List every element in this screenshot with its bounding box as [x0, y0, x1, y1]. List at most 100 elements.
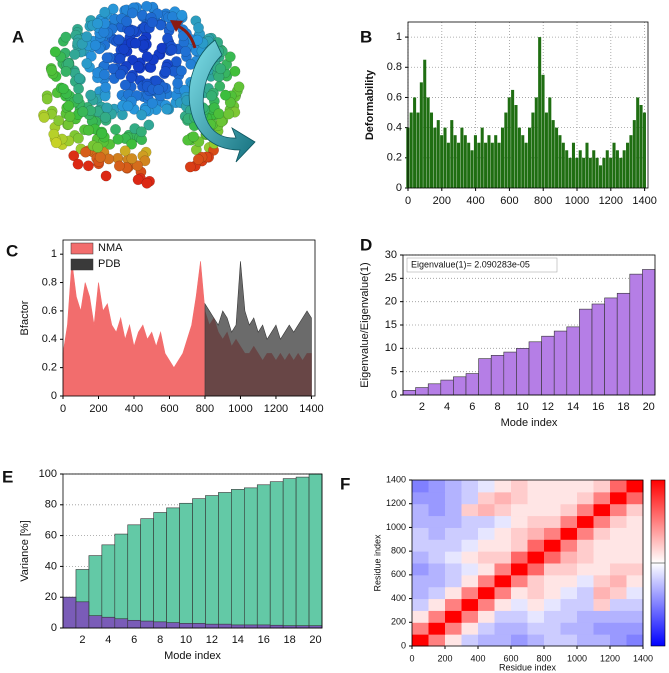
bar [453, 376, 467, 396]
rotation-arrow [188, 39, 256, 163]
x-tick-label: 4 [444, 401, 450, 413]
heatmap-cell [511, 480, 528, 493]
y-tick-label: 600 [391, 569, 406, 579]
bar [605, 150, 609, 188]
bar [140, 518, 154, 629]
bar [571, 142, 575, 188]
bar [629, 135, 633, 188]
atom [124, 25, 136, 37]
atom [125, 72, 137, 83]
heatmap-cell [494, 634, 512, 647]
heatmap-cell [544, 563, 561, 576]
atom [139, 155, 151, 167]
bar [244, 624, 258, 629]
bar [514, 105, 518, 188]
heatmap-cell [544, 586, 561, 600]
x-tick-label: 1200 [600, 653, 620, 663]
bar [615, 150, 619, 188]
atom [172, 77, 184, 89]
bar [541, 74, 545, 188]
bar [282, 478, 297, 629]
bar [256, 484, 271, 629]
heatmap-cell [577, 622, 594, 635]
x-tick-label: 14 [567, 401, 579, 413]
bar [484, 142, 488, 188]
heatmap-cell [560, 586, 578, 600]
bar [443, 127, 447, 188]
y-tick-label: 1 [396, 31, 402, 43]
heatmap-cell [544, 551, 561, 564]
atom [69, 48, 81, 60]
bar [642, 269, 656, 396]
x-tick-label: 16 [258, 634, 270, 646]
heatmap-cell [610, 563, 627, 576]
heatmap-cell [461, 586, 479, 600]
structure-image [38, 0, 256, 189]
heatmap-cell [494, 598, 512, 611]
bar [609, 157, 613, 188]
heatmap-cell [577, 610, 594, 623]
bar [566, 326, 580, 396]
heatmap-cell [626, 551, 644, 564]
heatmap-cell [428, 634, 446, 647]
bar [487, 135, 491, 188]
bar [295, 476, 310, 629]
heatmap-cell [494, 503, 512, 517]
atom [100, 170, 112, 182]
bar [568, 157, 572, 188]
heatmap-cell [461, 491, 479, 505]
heatmap-cell [412, 491, 429, 505]
y-tick-label: 0.6 [42, 305, 57, 317]
x-tick-label: 1200 [599, 195, 623, 207]
heatmap-cell [527, 503, 545, 517]
atom [41, 93, 53, 105]
bar [440, 379, 454, 396]
heatmap-cell [478, 539, 495, 552]
atom [146, 97, 158, 109]
heatmap-cell [461, 622, 479, 635]
y-tick-label: 15 [385, 319, 397, 331]
x-tick-label: 0 [60, 403, 66, 415]
bar [622, 150, 626, 188]
bar [616, 292, 631, 396]
bar [612, 142, 616, 188]
x-tick-label: 2 [79, 634, 85, 646]
bar [477, 142, 481, 188]
bar [416, 112, 420, 188]
heatmap-cell [593, 515, 611, 528]
atom [132, 160, 143, 172]
atom [153, 84, 165, 96]
bar [463, 135, 467, 188]
heatmap-cell [412, 527, 429, 540]
heatmap-cell [577, 539, 594, 552]
atom [80, 146, 91, 158]
heatmap-cell [511, 574, 528, 588]
atom [170, 56, 182, 67]
atom [85, 89, 97, 101]
bar [604, 297, 618, 396]
atom [146, 16, 158, 28]
y-tick-label: 1000 [386, 522, 406, 532]
heatmap-cell [560, 563, 578, 576]
heatmap-cell [445, 634, 462, 647]
bar [433, 127, 437, 188]
atom [224, 51, 236, 63]
atom [92, 18, 103, 29]
atom [141, 51, 153, 63]
bar [636, 97, 640, 188]
heatmap-cell [445, 586, 462, 600]
heatmap-cell [445, 539, 462, 552]
atom [89, 39, 101, 51]
atom [50, 137, 62, 149]
heatmap-cell [494, 551, 512, 564]
heatmap-cell [412, 539, 429, 552]
atom [68, 150, 80, 162]
heatmap-cell [511, 634, 528, 647]
heatmap-cell [511, 563, 528, 576]
bar [440, 135, 444, 188]
y-tick-label: 40 [45, 560, 57, 572]
atom [229, 65, 241, 77]
bar [427, 383, 442, 396]
x-tick-label: 18 [617, 401, 629, 413]
